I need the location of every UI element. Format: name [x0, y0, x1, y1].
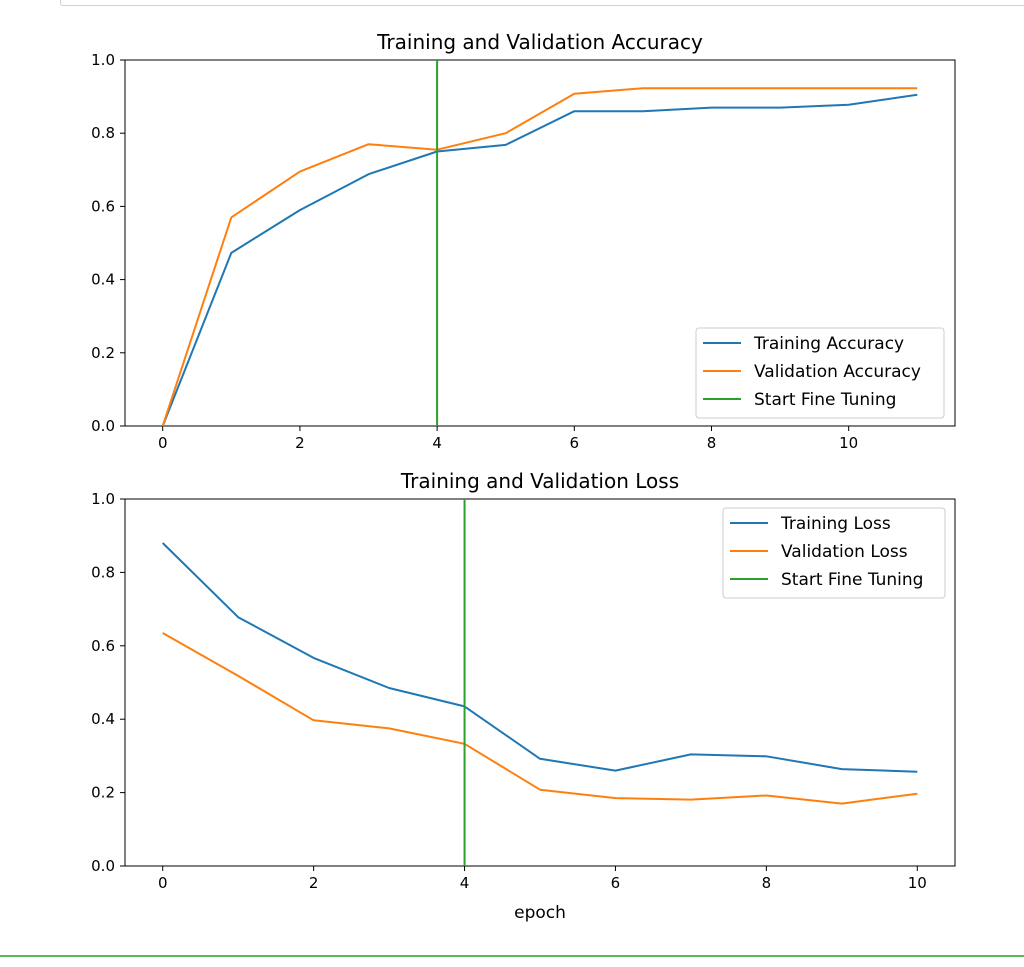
legend-label: Start Fine Tuning: [781, 570, 923, 590]
cell-frame-top: [60, 0, 1024, 6]
loss-chart: Training and Validation Loss 0 2 4 6 8 10 0.0 0.…: [91, 469, 956, 923]
y-tick-label: 1.0: [91, 490, 115, 508]
x-axis-label: epoch: [514, 903, 566, 923]
y-tick-label: 0.6: [91, 197, 115, 215]
x-tick-label: 8: [707, 434, 717, 452]
chart-title: Training and Validation Accuracy: [376, 30, 703, 54]
x-tick-label: 0: [158, 874, 168, 892]
x-tick-label: 2: [295, 434, 305, 452]
x-tick-label: 10: [839, 434, 858, 452]
legend: Training Accuracy Validation Accuracy Star…: [695, 327, 945, 419]
series-line-validation-accuracy: [161, 87, 918, 427]
x-tick-label: 0: [158, 434, 168, 452]
y-tick-label: 1.0: [91, 51, 115, 69]
y-tick-label: 0.2: [91, 344, 115, 362]
legend-label: Training Loss: [780, 514, 891, 534]
series-line-validation-loss: [162, 632, 918, 805]
chart-title: Training and Validation Loss: [400, 469, 679, 493]
series-line-training-accuracy: [161, 93, 918, 427]
y-tick-label: 0.0: [91, 857, 115, 875]
x-tick-label: 8: [762, 874, 772, 892]
y-tick-label: 0.2: [91, 784, 115, 802]
y-tick-label: 0.8: [91, 124, 115, 142]
series-line-training-loss: [161, 542, 918, 773]
plot-area-frame: [124, 59, 956, 427]
legend-label: Validation Loss: [781, 542, 908, 562]
y-tick-label: 0.4: [91, 710, 115, 728]
legend-label: Training Accuracy: [753, 334, 904, 354]
x-tick-label: 4: [460, 874, 470, 892]
x-tick-label: 2: [309, 874, 319, 892]
legend: Training Loss Validation Loss Start Fine T…: [722, 507, 946, 599]
y-tick-label: 0.4: [91, 271, 115, 289]
x-tick-label: 6: [611, 874, 621, 892]
x-tick-label: 4: [432, 434, 442, 452]
accuracy-chart: Training and Validation Accuracy 0 2 4 6 8 10 0…: [91, 30, 956, 452]
y-tick-label: 0.0: [91, 417, 115, 435]
x-tick-label: 6: [570, 434, 580, 452]
legend-box: [695, 327, 945, 419]
legend-label: Validation Accuracy: [754, 362, 921, 382]
legend-box: [722, 507, 946, 599]
plot-area-frame: [124, 498, 956, 867]
legend-label: Start Fine Tuning: [754, 390, 896, 410]
x-tick-label: 10: [908, 874, 927, 892]
cell-output-divider: [0, 955, 1024, 957]
y-tick-label: 0.6: [91, 637, 115, 655]
y-tick-label: 0.8: [91, 563, 115, 581]
